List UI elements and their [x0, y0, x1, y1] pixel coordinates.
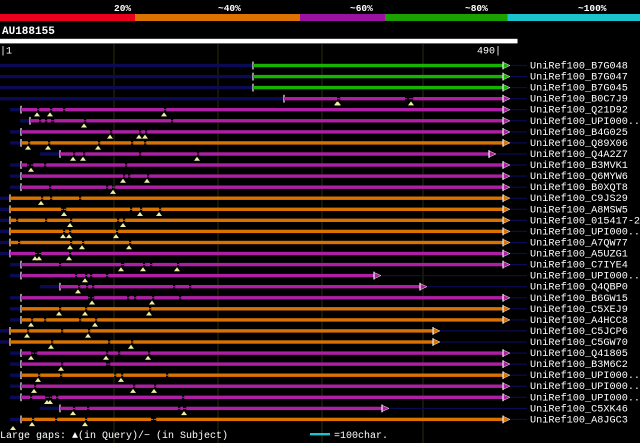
svg-text:UniRef100_015417-2: UniRef100_015417-2 — [530, 215, 640, 227]
svg-text:UniRef100_B3M6C2: UniRef100_B3M6C2 — [530, 359, 628, 371]
svg-text:~100%: ~100% — [578, 3, 607, 14]
svg-text:UniRef100_Q41805: UniRef100_Q41805 — [530, 348, 628, 360]
svg-text:UniRef100_B7G045: UniRef100_B7G045 — [530, 83, 628, 95]
svg-text:Large gaps: ▲(in Query)/− (in: Large gaps: ▲(in Query)/− (in Subject) — [0, 430, 228, 442]
svg-text:UniRef100_Q21D92: UniRef100_Q21D92 — [530, 105, 628, 117]
svg-text:UniRef100_B7G048: UniRef100_B7G048 — [530, 61, 628, 73]
svg-text:UniRef100_A8MSW5: UniRef100_A8MSW5 — [530, 204, 628, 216]
svg-text:UniRef100_A7QW77: UniRef100_A7QW77 — [530, 238, 628, 250]
svg-text:UniRef100_UPI000..: UniRef100_UPI000.. — [530, 226, 640, 238]
svg-text:AU188155: AU188155 — [2, 26, 55, 38]
svg-text:20%: 20% — [114, 3, 131, 14]
svg-text:UniRef100_C5GW70: UniRef100_C5GW70 — [530, 337, 628, 349]
svg-text:UniRef100_C9JS29: UniRef100_C9JS29 — [530, 193, 628, 205]
svg-text:UniRef100_UPI000..: UniRef100_UPI000.. — [530, 271, 640, 283]
svg-text:=100char.: =100char. — [334, 430, 388, 442]
svg-text:UniRef100_B4G025: UniRef100_B4G025 — [530, 127, 628, 139]
svg-text:UniRef100_C5XK46: UniRef100_C5XK46 — [530, 403, 628, 415]
svg-text:UniRef100_B0XQT8: UniRef100_B0XQT8 — [530, 182, 628, 194]
svg-text:~60%: ~60% — [350, 3, 373, 14]
svg-text:UniRef100_A5UZG1: UniRef100_A5UZG1 — [530, 249, 628, 261]
svg-text:UniRef100_UPI000..: UniRef100_UPI000.. — [530, 381, 640, 393]
svg-text:~80%: ~80% — [465, 3, 488, 14]
svg-text:UniRef100_UPI000..: UniRef100_UPI000.. — [530, 116, 640, 128]
svg-text:UniRef100_Q89X06: UniRef100_Q89X06 — [530, 138, 628, 150]
svg-text:UniRef100_C5XEJ9: UniRef100_C5XEJ9 — [530, 304, 628, 316]
svg-text:UniRef100_UPI000..: UniRef100_UPI000.. — [530, 392, 640, 404]
svg-text:UniRef100_Q4QBP0: UniRef100_Q4QBP0 — [530, 282, 628, 294]
svg-text:|1: |1 — [0, 46, 12, 58]
svg-text:UniRef100_C5JCP6: UniRef100_C5JCP6 — [530, 326, 628, 338]
svg-text:~40%: ~40% — [218, 3, 241, 14]
svg-text:UniRef100_B6GW15: UniRef100_B6GW15 — [530, 293, 628, 305]
svg-text:UniRef100_Q4A2Z7: UniRef100_Q4A2Z7 — [530, 149, 628, 161]
svg-text:UniRef100_Q6MYW6: UniRef100_Q6MYW6 — [530, 171, 628, 183]
svg-text:UniRef100_B7G047: UniRef100_B7G047 — [530, 72, 628, 84]
svg-text:UniRef100_B3MVK1: UniRef100_B3MVK1 — [530, 160, 628, 172]
svg-text:UniRef100_UPI000..: UniRef100_UPI000.. — [530, 370, 640, 382]
svg-text:UniRef100_A8JGC3: UniRef100_A8JGC3 — [530, 414, 628, 426]
svg-text:490|: 490| — [477, 46, 501, 58]
svg-text:UniRef100_A4HCC8: UniRef100_A4HCC8 — [530, 315, 628, 327]
svg-text:UniRef100_B0C7J9: UniRef100_B0C7J9 — [530, 94, 628, 106]
svg-text:UniRef100_C7IYE4: UniRef100_C7IYE4 — [530, 260, 628, 272]
